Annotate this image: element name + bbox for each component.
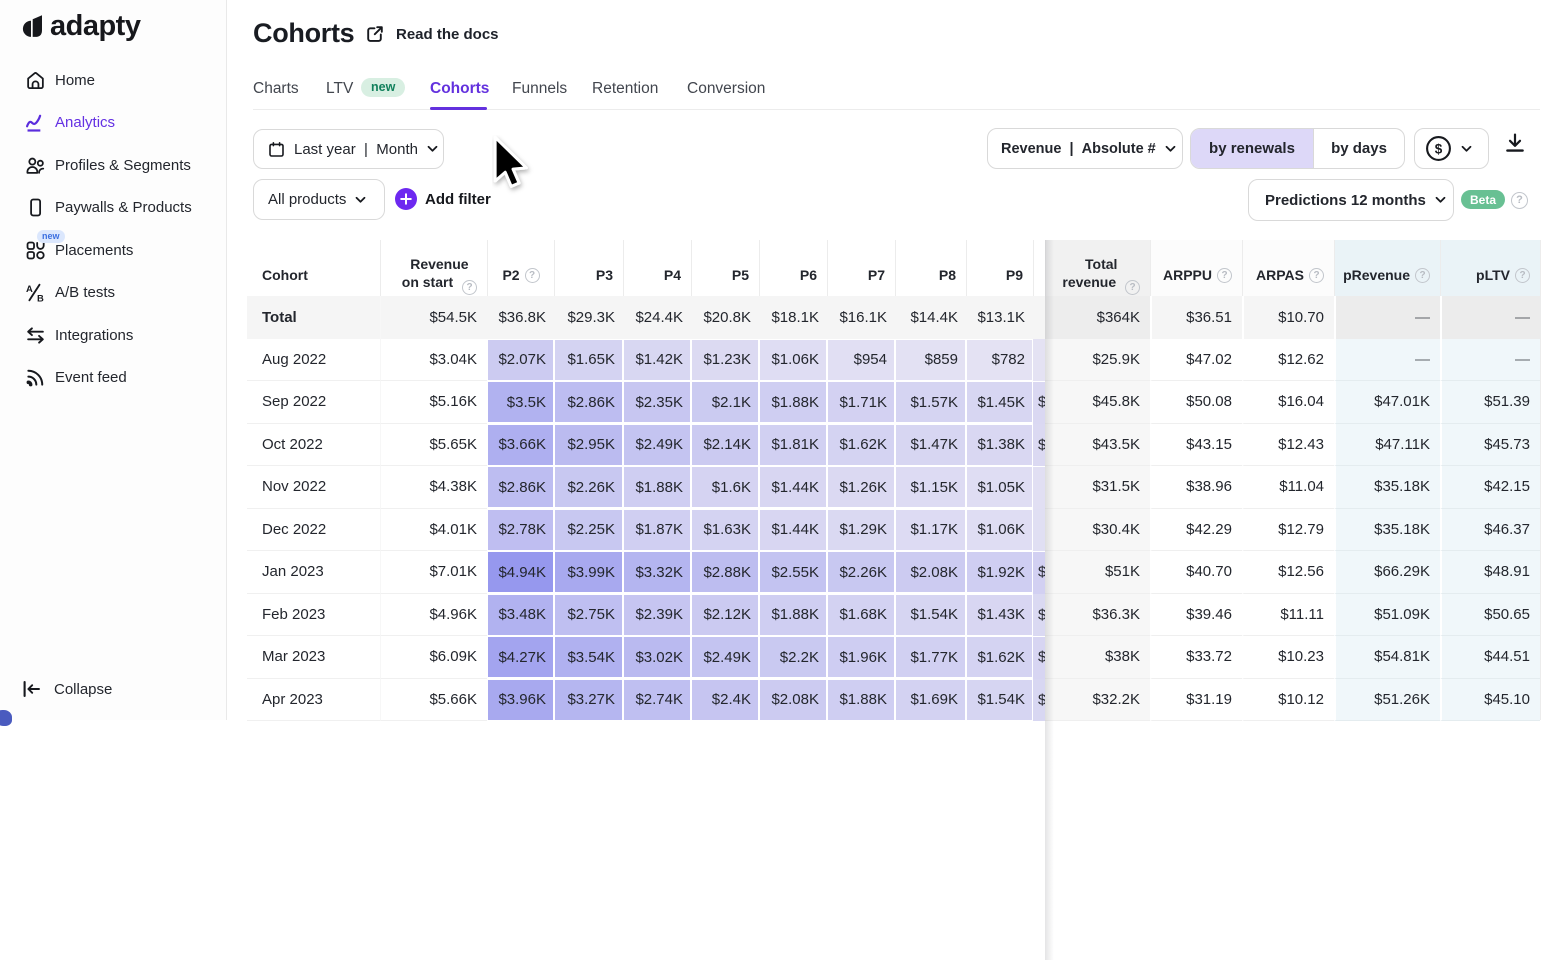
- svg-text:B: B: [37, 294, 44, 303]
- svg-text:$: $: [1435, 141, 1443, 156]
- svg-text:A: A: [26, 284, 33, 295]
